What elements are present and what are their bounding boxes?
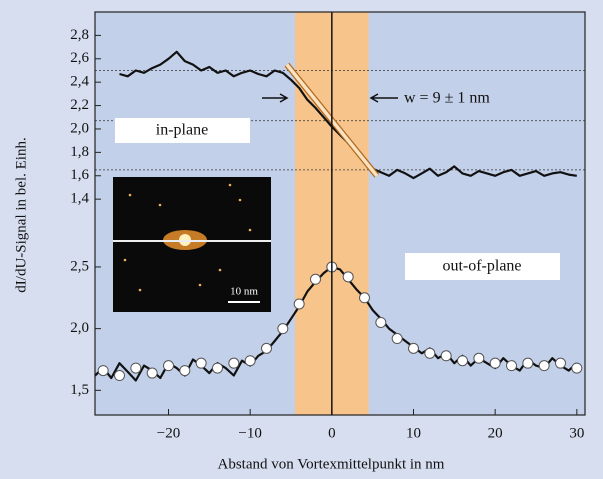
x-tick-label: 30 xyxy=(569,425,584,441)
data-point xyxy=(441,351,451,361)
inset-speck xyxy=(124,259,127,262)
y-tick-label: 1,4 xyxy=(70,191,89,207)
y-tick-label: 2,2 xyxy=(70,97,89,113)
x-tick-label: −10 xyxy=(238,425,261,441)
inset-speck xyxy=(159,204,162,207)
y-tick-label: 2,5 xyxy=(70,258,89,274)
data-point xyxy=(556,358,566,368)
inset-speck xyxy=(129,194,132,197)
data-point xyxy=(392,334,402,344)
inset-speck xyxy=(229,184,232,187)
annotation: out-of-plane xyxy=(442,258,521,275)
data-point xyxy=(98,366,108,376)
data-point xyxy=(131,363,141,373)
data-point xyxy=(343,272,353,282)
data-point xyxy=(409,343,419,353)
x-axis-label: Abstand von Vortexmittelpunkt in nm xyxy=(218,456,445,472)
y-tick-label: 2,0 xyxy=(70,120,89,136)
inset-speck xyxy=(199,284,202,287)
inset-speck xyxy=(139,289,142,292)
data-point xyxy=(507,361,517,371)
y-axis-label: dI/dU-Signal in bel. Einh. xyxy=(13,137,29,292)
data-point xyxy=(311,274,321,284)
y-tick-label: 1,8 xyxy=(70,144,89,160)
data-point xyxy=(458,356,468,366)
data-point xyxy=(539,361,549,371)
x-tick-label: 20 xyxy=(488,425,503,441)
data-point xyxy=(164,361,174,371)
inset-speck xyxy=(249,229,252,232)
data-point xyxy=(474,353,484,363)
data-point xyxy=(572,363,582,373)
scale-bar-label: 10 nm xyxy=(230,286,258,298)
inset-speck xyxy=(219,269,222,272)
data-point xyxy=(490,358,500,368)
data-point xyxy=(294,299,304,309)
y-tick-label: 2,4 xyxy=(70,74,89,90)
data-point xyxy=(278,324,288,334)
data-point xyxy=(115,371,125,381)
data-point xyxy=(213,363,223,373)
annotation: in-plane xyxy=(156,122,208,139)
data-point xyxy=(147,368,157,378)
data-point xyxy=(360,293,370,303)
chart: 10 nm 1,4 1,6 1,8 2,0 2,2 2,4 2,6 2,8 1,5 2,0 2,5 −2… xyxy=(0,0,603,479)
data-point xyxy=(262,343,272,353)
y-tick-label: 2,8 xyxy=(70,27,89,43)
x-tick-label: 10 xyxy=(406,425,421,441)
y-tick-label: 1,6 xyxy=(70,167,89,183)
x-tick-label: 0 xyxy=(328,425,336,441)
data-point xyxy=(196,358,206,368)
inset-speck xyxy=(239,199,242,202)
x-tick-label: −20 xyxy=(157,425,180,441)
data-point xyxy=(229,358,239,368)
data-point xyxy=(245,356,255,366)
y-tick-label: 2,0 xyxy=(70,320,89,336)
y-tick-label: 2,6 xyxy=(70,50,89,66)
data-point xyxy=(180,366,190,376)
annotation: w = 9 ± 1 nm xyxy=(404,90,490,107)
y-tick-label: 1,5 xyxy=(70,382,89,398)
data-point xyxy=(425,348,435,358)
data-point xyxy=(523,358,533,368)
data-point xyxy=(376,317,386,327)
